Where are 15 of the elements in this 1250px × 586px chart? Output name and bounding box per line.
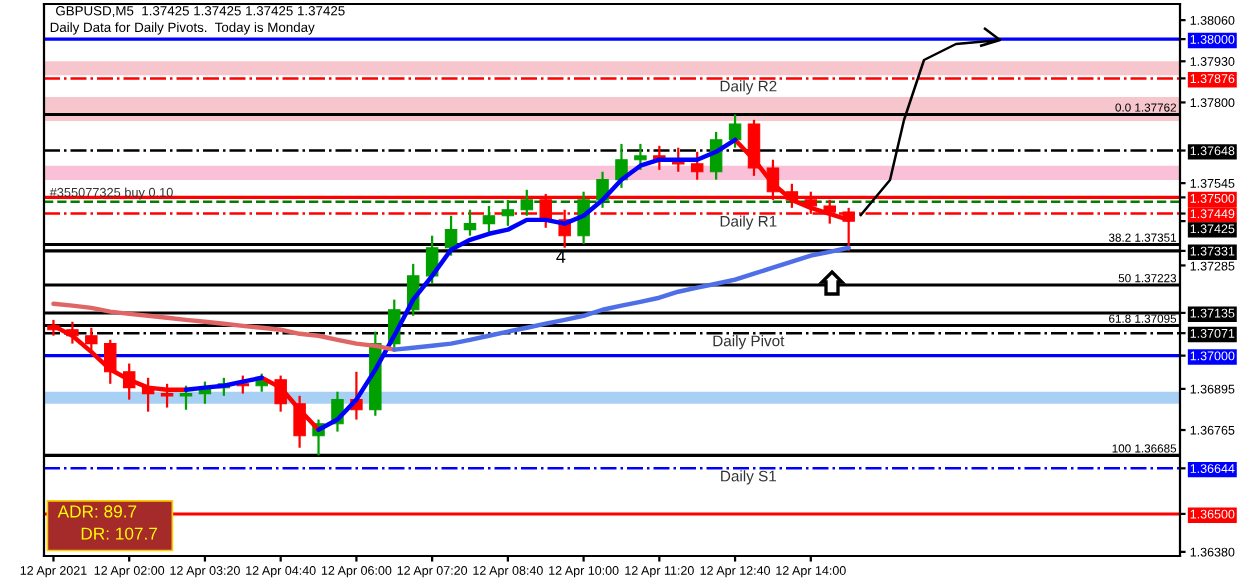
candlestick — [482, 204, 496, 233]
candlestick — [179, 384, 193, 411]
candlestick — [728, 113, 742, 149]
candlestick — [690, 150, 704, 181]
candlestick — [160, 382, 174, 409]
candlestick — [634, 142, 647, 171]
annotation: DR: 107.7 — [81, 527, 158, 540]
candlestick — [501, 198, 515, 227]
candlestick — [463, 208, 477, 237]
line-series — [51, 301, 397, 352]
line-series — [392, 245, 851, 352]
annotation: ADR: 89.7 — [57, 505, 137, 518]
candlestick — [520, 188, 534, 217]
candlestick — [85, 326, 98, 353]
candlestick — [615, 142, 628, 189]
